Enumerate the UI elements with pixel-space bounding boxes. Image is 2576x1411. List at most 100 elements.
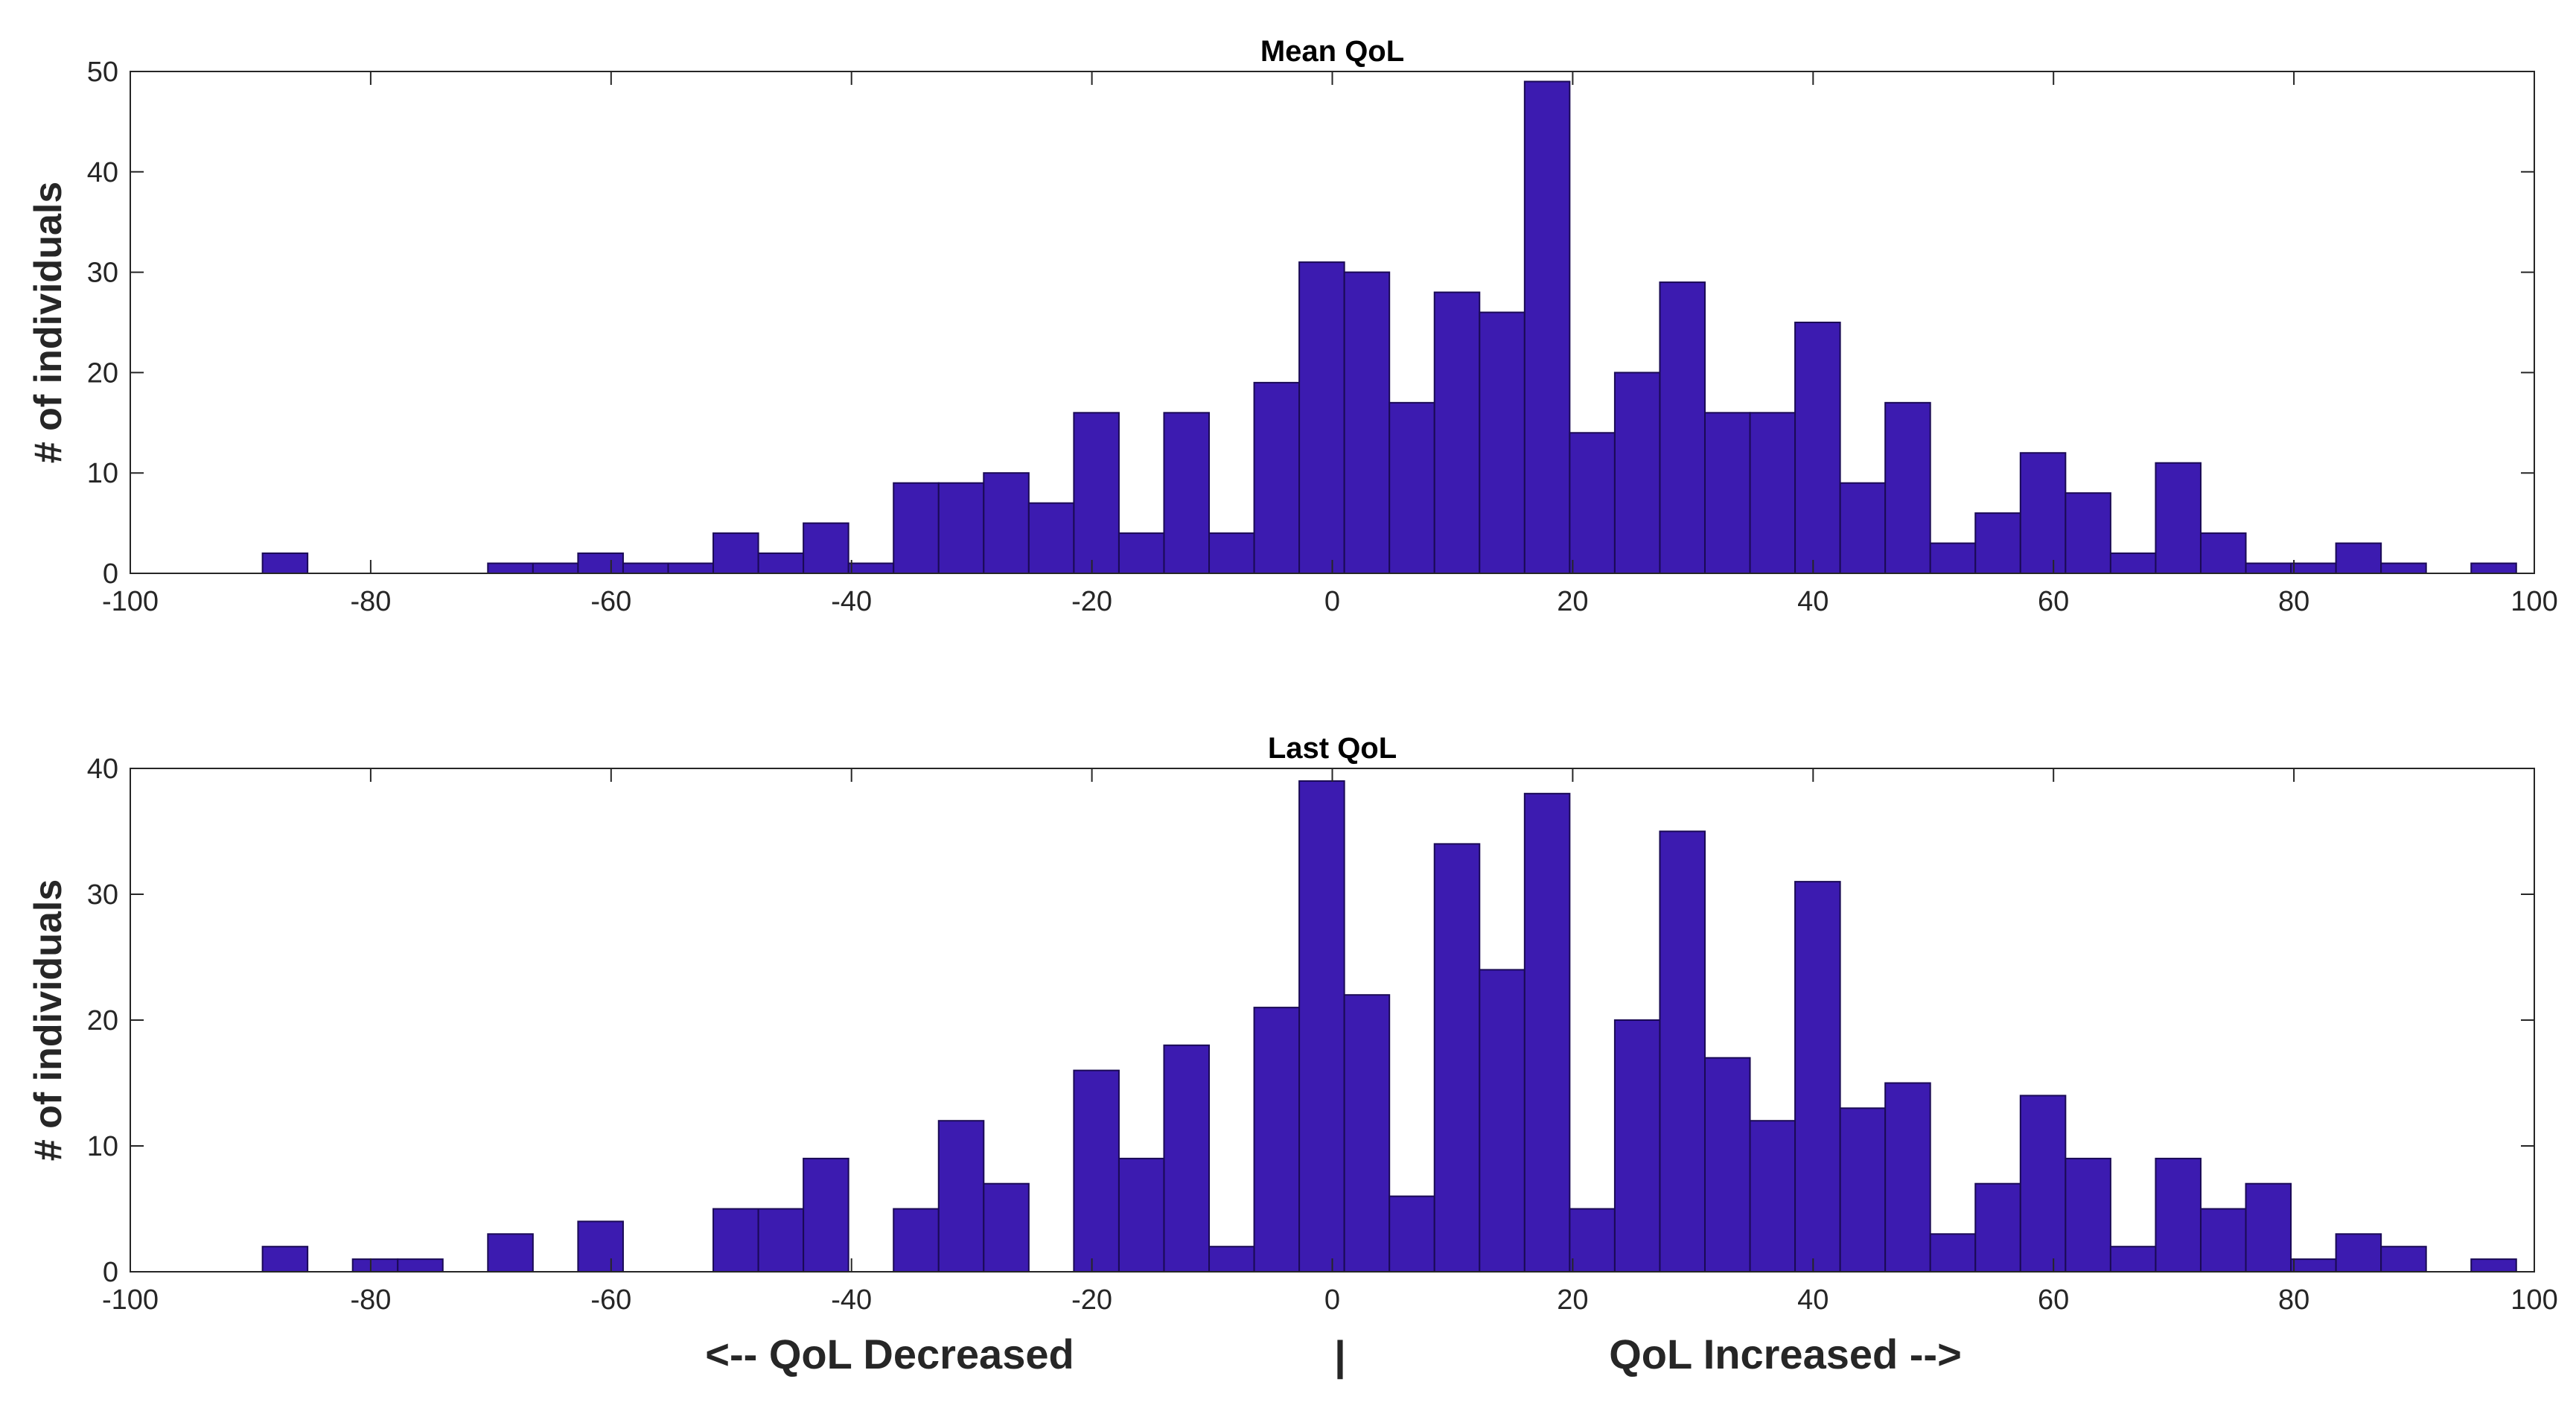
x-tick-label: 60	[2038, 1284, 2069, 1316]
chart-title: Mean QoL	[1260, 35, 1404, 68]
histogram-bar	[2380, 562, 2427, 575]
histogram-bar	[1343, 994, 1391, 1273]
histogram-bar	[1479, 311, 1525, 574]
histogram-bar	[2245, 1182, 2292, 1273]
histogram-bar	[1163, 412, 1211, 574]
histogram-bar	[2380, 1246, 2427, 1273]
histogram-bar	[1118, 1157, 1165, 1273]
mean-qol-histogram: -100 -80 -60 -40 -20 0 20 40 60 80 100 0 10 20 30 40 50 M…	[27, 35, 2558, 617]
histogram-bar	[1523, 792, 1571, 1273]
histogram-bar	[1118, 532, 1165, 575]
histogram-bar	[803, 1157, 849, 1273]
histogram-bar	[803, 522, 849, 574]
histogram-bar	[893, 482, 940, 574]
qol-decreased-label: <-- QoL Decreased	[705, 1331, 1074, 1377]
histogram-bar	[1208, 1246, 1255, 1273]
histogram-bar	[2109, 552, 2157, 574]
y-axis-title: # of individuals	[27, 182, 70, 464]
histogram-bar	[1253, 1007, 1301, 1273]
y-tick-label: 30	[87, 879, 118, 911]
histogram-bar	[1208, 532, 1255, 575]
x-tick-label: 100	[2510, 1284, 2557, 1316]
x-tick-label: 40	[1797, 1284, 1829, 1316]
histogram-bar	[1929, 1233, 1977, 1273]
histogram-bar	[261, 1246, 309, 1273]
histogram-bar	[2470, 1258, 2517, 1273]
y-tick-label: 10	[87, 458, 118, 489]
histogram-bar	[1839, 482, 1887, 574]
histogram-bar	[1343, 271, 1391, 574]
histogram-bar	[2065, 1157, 2111, 1273]
histogram-bar	[1523, 80, 1571, 575]
last-qol-histogram: -100 -80 -60 -40 -20 0 20 40 60 80 100 0 10 20 30 40 Las…	[27, 732, 2558, 1316]
zero-divider-mark: |	[1334, 1332, 1346, 1380]
histogram-bar	[2335, 1233, 2382, 1273]
x-tick-label: 0	[1324, 586, 1340, 617]
x-tick-label: 40	[1797, 586, 1829, 617]
direction-caption: <-- QoL Decreased | QoL Increased -->	[705, 1331, 1961, 1380]
x-tick-label: -20	[1071, 1284, 1112, 1316]
x-tick-label: 20	[1557, 1284, 1588, 1316]
histogram-bar	[622, 562, 669, 575]
x-tick-label: 0	[1324, 1284, 1340, 1316]
histogram-bar	[1433, 843, 1481, 1273]
histogram-bar	[1794, 322, 1841, 574]
histogram-bar	[1569, 1208, 1616, 1273]
histogram-bar	[2019, 1095, 2067, 1273]
histogram-bar	[1974, 512, 2021, 574]
qol-increased-label: QoL Increased -->	[1609, 1331, 1962, 1377]
histogram-bar	[1794, 881, 1841, 1273]
histogram-bar	[1298, 261, 1345, 574]
histogram-bar	[2199, 1208, 2247, 1273]
histogram-bar	[1884, 1082, 1931, 1273]
histogram-bar	[712, 532, 759, 575]
histogram-bar	[1884, 401, 1931, 575]
histogram-bar	[1389, 401, 1435, 575]
histogram-bar	[1613, 1019, 1661, 1273]
y-tick-label: 40	[87, 754, 118, 785]
x-tick-label: -40	[831, 1284, 872, 1316]
x-tick-label: 60	[2038, 586, 2069, 617]
y-tick-label: 40	[87, 157, 118, 188]
histogram-bar	[261, 552, 309, 574]
y-tick-label: 20	[87, 1005, 118, 1036]
histogram-bar	[1027, 502, 1075, 575]
histogram-bar	[1389, 1195, 1435, 1273]
histogram-bar	[1613, 372, 1661, 574]
histogram-bar	[1433, 291, 1481, 574]
histogram-bar	[847, 562, 895, 575]
y-tick-label: 0	[103, 558, 118, 590]
x-tick-label: -100	[102, 586, 159, 617]
histogram-bar	[2065, 492, 2111, 574]
x-tick-label: -80	[350, 1284, 391, 1316]
histogram-bar	[937, 1120, 985, 1273]
histogram-bar	[1073, 1069, 1120, 1273]
histogram-bar	[1749, 1120, 1796, 1273]
histogram-bar	[893, 1208, 940, 1273]
x-tick-label: -80	[350, 586, 391, 617]
x-tick-label: 80	[2278, 1284, 2309, 1316]
histogram-bar	[2470, 562, 2517, 575]
histogram-bar	[983, 1182, 1030, 1273]
histogram-bar	[487, 562, 534, 575]
histogram-bar	[2155, 1157, 2202, 1273]
histogram-bar	[757, 552, 805, 574]
x-tick-label: -40	[831, 586, 872, 617]
histogram-bar	[1659, 281, 1706, 574]
x-tick-label: -60	[590, 586, 631, 617]
histogram-bar	[1703, 412, 1751, 574]
histogram-bar	[1073, 412, 1120, 574]
y-tick-label: 20	[87, 357, 118, 389]
histogram-bar	[1163, 1044, 1211, 1273]
histogram-bar	[667, 562, 715, 575]
histogram-bar	[397, 1258, 444, 1273]
histogram-bar	[1659, 830, 1706, 1273]
y-axis-title: # of individuals	[27, 879, 70, 1162]
histogram-bar	[1974, 1182, 2021, 1273]
histogram-bar	[577, 1220, 624, 1273]
histogram-bar	[1839, 1107, 1887, 1273]
x-tick-label: 80	[2278, 586, 2309, 617]
histogram-bar	[2290, 1258, 2337, 1273]
